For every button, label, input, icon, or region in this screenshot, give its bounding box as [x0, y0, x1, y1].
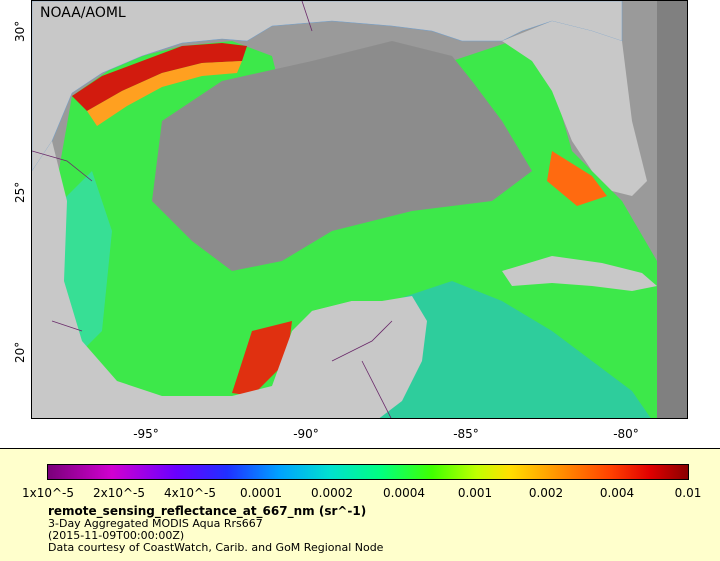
map-frame: NOAA/AOML: [31, 0, 688, 419]
x-tick-label: -80°: [613, 427, 639, 441]
legend-attribution: Data courtesy of CoastWatch, Carib. and …: [48, 541, 384, 554]
colorbar: [47, 464, 689, 480]
colorbar-tick-label: 1x10^-5: [21, 486, 75, 500]
colorbar-tick-label: 0.004: [599, 486, 635, 500]
colorbar-tick-label: 0.0001: [240, 486, 282, 500]
colorbar-tick-label: 0.0004: [383, 486, 425, 500]
land-cuba: [502, 256, 657, 291]
colorbar-tick-label: 0.002: [528, 486, 564, 500]
colorbar-tick-label: 4x10^-5: [163, 486, 217, 500]
political-boundaries: [32, 1, 393, 418]
land-florida: [502, 21, 647, 196]
y-tick-label: 20°: [13, 341, 27, 363]
coastal-high-reflectance: [72, 43, 247, 111]
legend-date: (2015-11-09T00:00:00Z): [48, 529, 185, 542]
campeche-coastal-patch: [232, 321, 292, 396]
colorbar-tick-label: 2x10^-5: [92, 486, 146, 500]
legend-dataset-name: 3-Day Aggregated MODIS Aqua Rrs667: [48, 517, 263, 530]
colorbar-tick-label: 0.01: [674, 486, 702, 500]
colorbar-tick-label: 0.0002: [311, 486, 353, 500]
land-north: [32, 1, 623, 172]
x-tick-label: -95°: [133, 427, 159, 441]
map-image: [32, 1, 687, 418]
florida-coastal-patch: [547, 151, 607, 206]
cloud-mask: [152, 41, 532, 271]
atlantic-no-data: [657, 1, 687, 418]
x-tick-label: -85°: [453, 427, 479, 441]
coastal-mid-reflectance: [87, 61, 242, 126]
colorbar-tick-label: 0.001: [457, 486, 493, 500]
y-tick-label: 25°: [13, 181, 27, 203]
credit-label: NOAA/AOML: [40, 5, 126, 21]
x-tick-label: -90°: [293, 427, 319, 441]
land-yucatan: [287, 296, 427, 418]
blue-data-patch: [372, 281, 651, 418]
y-tick-label: 30°: [13, 20, 27, 42]
legend-title: remote_sensing_reflectance_at_667_nm (sr…: [48, 504, 367, 518]
